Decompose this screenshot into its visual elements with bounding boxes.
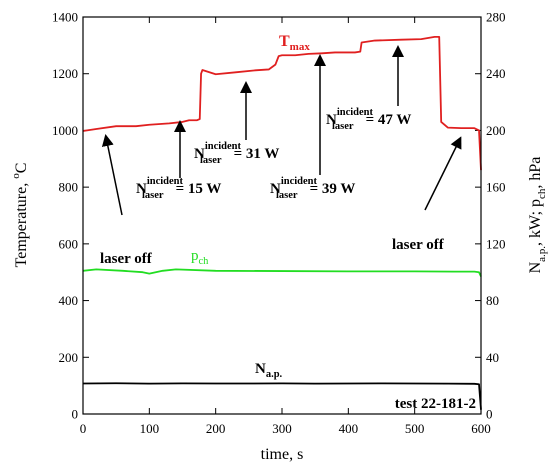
y-right-tick-label: 240 <box>486 66 506 81</box>
y-left-tick-label: 1400 <box>52 10 78 25</box>
arrow-laser-off-left <box>106 137 122 215</box>
x-axis-title: time, s <box>261 446 304 463</box>
y-axis-title-right: Na.p., kW; pch, hPa <box>527 157 548 274</box>
x-tick-label: 600 <box>471 421 491 436</box>
y-right-tick-label: 80 <box>486 293 499 308</box>
x-tick-label: 100 <box>140 421 160 436</box>
y-left-tick-label: 200 <box>59 350 79 365</box>
plot-frame <box>83 17 481 414</box>
y-left-tick-label: 1000 <box>52 123 78 138</box>
test-label: test 22-181-2 <box>395 396 476 412</box>
y-left-tick-label: 1200 <box>52 66 78 81</box>
y-right-tick-label: 280 <box>486 10 506 25</box>
y-left-tick-label: 0 <box>72 407 79 422</box>
y-left-tick-label: 600 <box>59 236 79 251</box>
x-tick-label: 400 <box>339 421 359 436</box>
annotation-laser-off-right: laser off <box>392 237 445 253</box>
series-label-tmax: Tmax <box>279 33 310 53</box>
y-left-tick-label: 800 <box>59 180 79 195</box>
annotation-39w: Nincident laser = 39 W <box>270 176 355 201</box>
y-right-tick-label: 0 <box>486 407 493 422</box>
annotation-47w: Nincident laser = 47 W <box>326 107 411 132</box>
x-tick-label: 0 <box>80 421 87 436</box>
annotation-laser-off-left: laser off <box>100 251 153 267</box>
annotation-15w: Nincident laser = 15 W <box>136 176 221 201</box>
y-right-tick-label: 120 <box>486 236 506 251</box>
series-line-tmax <box>83 37 481 170</box>
series-label-pch: pch <box>191 248 209 267</box>
series-line-pch <box>83 269 481 276</box>
x-tick-label: 200 <box>206 421 226 436</box>
arrow-laser-off-right <box>425 139 460 210</box>
series-layer <box>83 37 481 410</box>
y-axis-title-left: Temperature, oC <box>10 163 30 268</box>
x-tick-label: 300 <box>272 421 292 436</box>
series-label-nap: Na.p. <box>255 361 283 380</box>
y-right-tick-label: 200 <box>486 123 506 138</box>
y-right-tick-label: 160 <box>486 180 506 195</box>
y-right-tick-label: 40 <box>486 350 499 365</box>
annotation-31w: Nincident laser = 31 W <box>194 141 279 166</box>
x-tick-label: 500 <box>405 421 425 436</box>
y-left-tick-label: 400 <box>59 293 79 308</box>
